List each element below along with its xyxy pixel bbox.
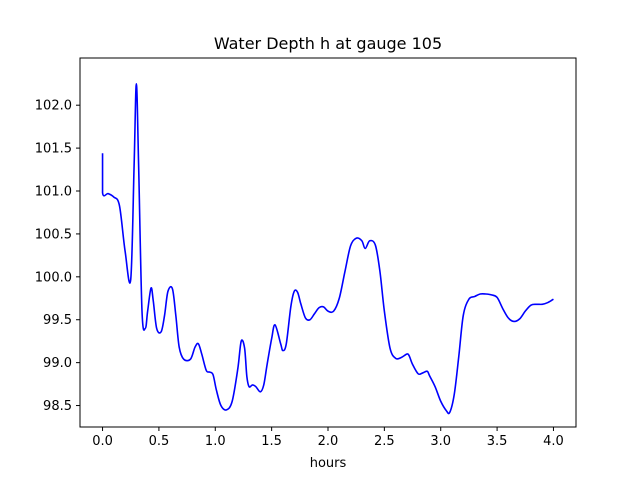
x-tick-label: 1.0 [205, 434, 226, 449]
plot-area: 0.0 0.5 1.0 1.5 2.0 2.5 3.0 3.5 4.0 98.5 99.0 99.5… [35, 57, 577, 449]
x-tick-label: 0.0 [92, 434, 113, 449]
y-tick-label: 101.0 [35, 185, 72, 200]
x-tick-label: 0.5 [149, 434, 170, 449]
x-tick-label: 1.5 [261, 434, 282, 449]
x-tick-label: 2.5 [374, 434, 395, 449]
x-axis-ticks: 0.0 0.5 1.0 1.5 2.0 2.5 3.0 3.5 4.0 [92, 427, 564, 449]
series-layer [101, 82, 554, 415]
y-tick-label: 99.0 [43, 356, 72, 371]
x-tick-label: 3.0 [430, 434, 451, 449]
y-tick-label: 100.0 [35, 270, 72, 285]
series-line [101, 82, 554, 415]
y-axis-ticks: 98.5 99.0 99.5 100.0 100.5 101.0 101.5 102.0 [35, 99, 80, 414]
x-axis-label: hours [310, 456, 347, 471]
y-tick-label: 100.5 [35, 227, 72, 242]
chart-title: Water Depth h at gauge 105 [214, 34, 442, 53]
x-tick-label: 2.0 [318, 434, 339, 449]
x-tick-label: 4.0 [543, 434, 564, 449]
y-tick-label: 102.0 [35, 99, 72, 114]
y-tick-label: 101.5 [35, 142, 72, 157]
y-tick-label: 99.5 [43, 313, 72, 328]
x-tick-label: 3.5 [487, 434, 508, 449]
y-tick-label: 98.5 [43, 399, 72, 414]
